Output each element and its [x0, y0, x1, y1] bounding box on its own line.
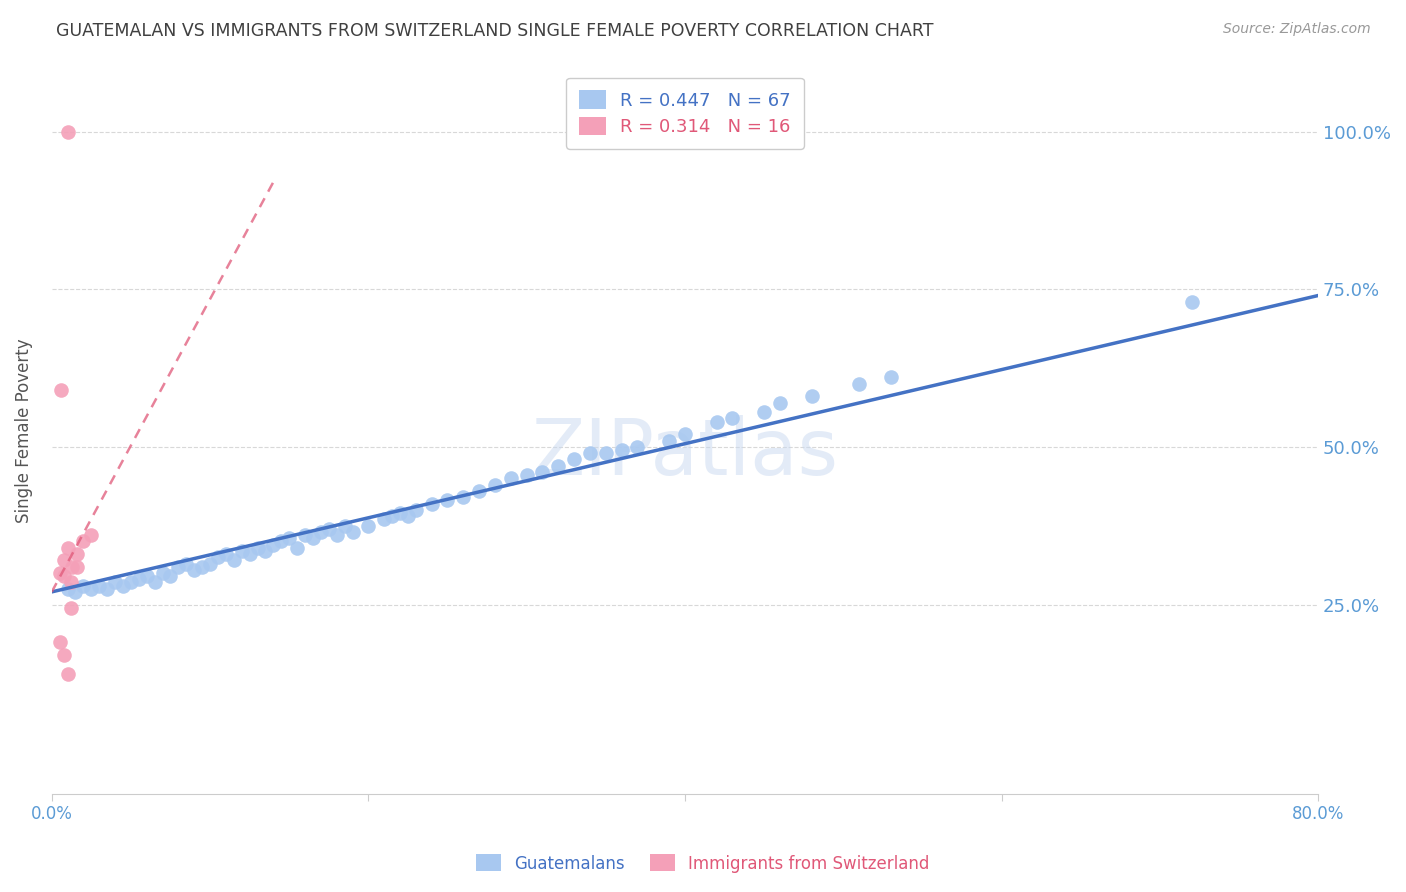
Point — [769, 395, 792, 409]
Point — [531, 465, 554, 479]
Point — [388, 506, 411, 520]
Legend: R = 0.447   N = 67, R = 0.314   N = 16: R = 0.447 N = 67, R = 0.314 N = 16 — [567, 78, 804, 149]
Point — [143, 575, 166, 590]
Point — [420, 497, 443, 511]
Text: ZIPatlas: ZIPatlas — [531, 415, 838, 491]
Point — [53, 553, 76, 567]
Point — [373, 512, 395, 526]
Point — [48, 566, 70, 580]
Legend: Guatemalans, Immigrants from Switzerland: Guatemalans, Immigrants from Switzerland — [470, 847, 936, 880]
Point — [120, 575, 142, 590]
Point — [80, 528, 103, 542]
Point — [302, 531, 325, 545]
Point — [66, 547, 89, 561]
Point — [309, 524, 332, 539]
Point — [1180, 294, 1202, 309]
Point — [183, 563, 205, 577]
Point — [53, 569, 76, 583]
Point — [547, 458, 569, 473]
Point — [516, 468, 538, 483]
Point — [89, 578, 111, 592]
Point — [135, 569, 157, 583]
Text: Source: ZipAtlas.com: Source: ZipAtlas.com — [1223, 22, 1371, 37]
Point — [396, 509, 419, 524]
Point — [610, 443, 633, 458]
Point — [96, 582, 118, 596]
Point — [752, 405, 775, 419]
Point — [56, 541, 79, 555]
Point — [72, 578, 94, 592]
Point — [72, 534, 94, 549]
Point — [66, 559, 89, 574]
Point — [56, 666, 79, 681]
Point — [626, 440, 648, 454]
Point — [56, 125, 79, 139]
Point — [721, 411, 744, 425]
Point — [176, 557, 198, 571]
Point — [270, 534, 292, 549]
Point — [848, 376, 870, 391]
Point — [254, 544, 277, 558]
Point — [59, 575, 82, 590]
Point — [60, 559, 83, 574]
Point — [246, 541, 269, 555]
Point — [658, 434, 681, 448]
Point — [239, 547, 262, 561]
Point — [65, 585, 87, 599]
Point — [484, 477, 506, 491]
Point — [167, 559, 190, 574]
Point — [880, 370, 903, 384]
Point — [111, 578, 134, 592]
Point — [48, 635, 70, 649]
Point — [436, 493, 458, 508]
Point — [579, 446, 602, 460]
Point — [562, 452, 585, 467]
Point — [262, 538, 284, 552]
Point — [318, 522, 340, 536]
Point — [128, 572, 150, 586]
Point — [159, 569, 181, 583]
Point — [152, 566, 174, 580]
Point — [357, 518, 380, 533]
Point — [325, 528, 347, 542]
Point — [56, 582, 79, 596]
Point — [51, 383, 73, 397]
Point — [673, 427, 696, 442]
Point — [453, 491, 475, 505]
Point — [499, 471, 522, 485]
Point — [381, 509, 404, 524]
Point — [294, 528, 316, 542]
Point — [278, 531, 301, 545]
Point — [333, 518, 356, 533]
Point — [222, 553, 245, 567]
Y-axis label: Single Female Poverty: Single Female Poverty — [15, 339, 32, 524]
Point — [215, 547, 238, 561]
Point — [405, 503, 427, 517]
Text: GUATEMALAN VS IMMIGRANTS FROM SWITZERLAND SINGLE FEMALE POVERTY CORRELATION CHAR: GUATEMALAN VS IMMIGRANTS FROM SWITZERLAN… — [56, 22, 934, 40]
Point — [191, 559, 214, 574]
Point — [468, 483, 491, 498]
Point — [231, 544, 253, 558]
Point — [595, 446, 617, 460]
Point — [59, 600, 82, 615]
Point — [800, 389, 823, 403]
Point — [342, 524, 364, 539]
Point — [207, 550, 229, 565]
Point — [285, 541, 308, 555]
Point — [198, 557, 221, 571]
Point — [53, 648, 76, 662]
Point — [80, 582, 103, 596]
Point — [706, 415, 728, 429]
Point — [104, 575, 127, 590]
